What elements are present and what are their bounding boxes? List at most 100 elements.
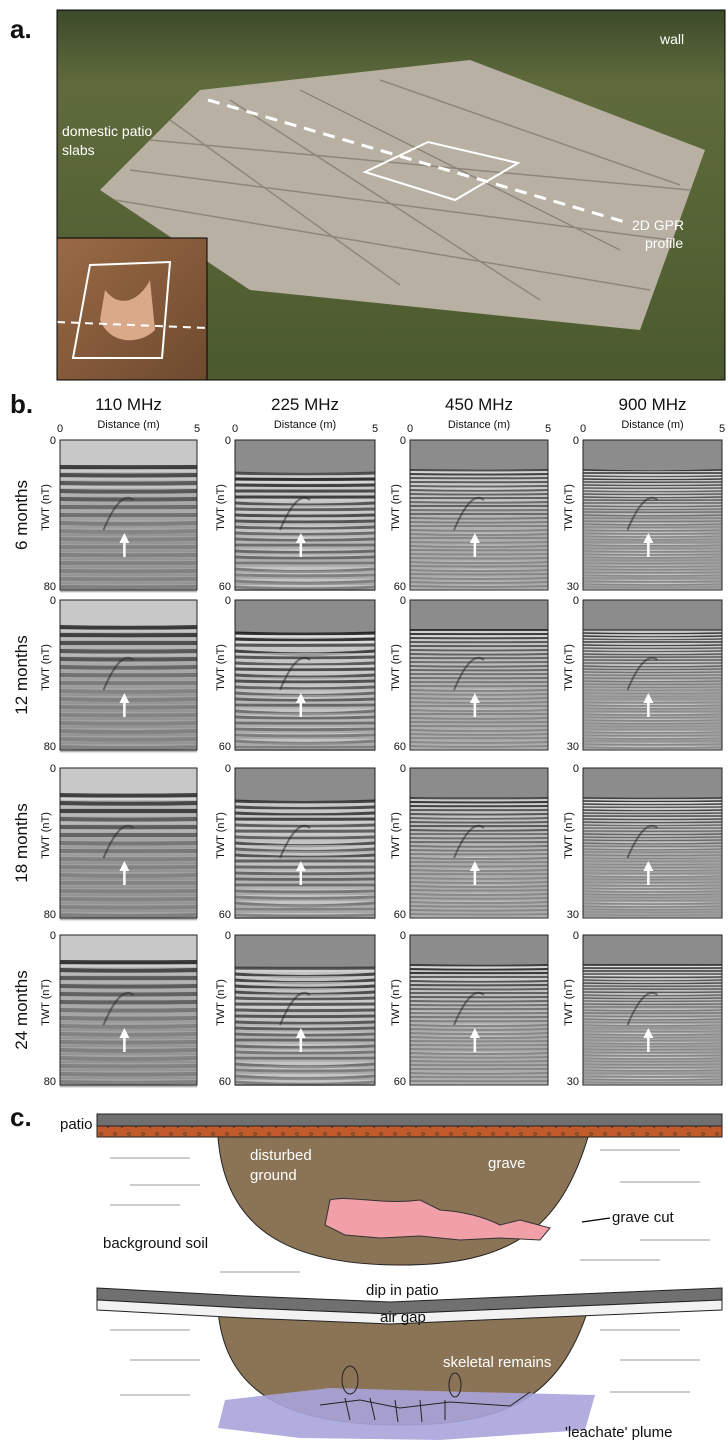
- y-axis-label: TWT (nT): [563, 979, 575, 1026]
- reflection: [409, 988, 549, 991]
- reflection: [582, 1024, 723, 1027]
- diagram-label: grave: [488, 1155, 526, 1172]
- reflection: [409, 1072, 549, 1075]
- reflection: [582, 731, 723, 734]
- y-tick-label: 80: [44, 1076, 56, 1088]
- reflection: [582, 812, 723, 815]
- arrow-head: [643, 861, 654, 871]
- y-axis-label: TWT (nT): [390, 644, 402, 691]
- reflection: [234, 805, 376, 811]
- y-tick-label: 0: [225, 930, 231, 942]
- reflection: [582, 638, 723, 641]
- y-axis-label: TWT (nT): [40, 979, 52, 1026]
- arrow-head: [643, 693, 654, 703]
- arrow-head: [469, 693, 480, 703]
- reflection: [409, 561, 549, 564]
- reflection: [59, 481, 198, 486]
- grave-diagram-bottom: [96, 1287, 723, 1440]
- y-axis-label: TWT (nT): [215, 979, 227, 1026]
- reflection: [234, 889, 376, 894]
- reflection: [409, 849, 549, 852]
- y-tick-label: 60: [219, 1076, 231, 1088]
- arrow-head: [295, 533, 306, 543]
- frame: [582, 767, 723, 919]
- reflection: [409, 1024, 549, 1027]
- reflection: [582, 523, 723, 526]
- reflection: [59, 1008, 198, 1013]
- reflection: [59, 992, 198, 997]
- reflection: [59, 625, 198, 630]
- diagram-label: background soil: [103, 1235, 208, 1252]
- y-tick-label: 0: [225, 595, 231, 607]
- reflection: [409, 697, 549, 700]
- reflection: [59, 984, 198, 989]
- hyperbola: [626, 991, 659, 1026]
- air-band: [60, 768, 197, 795]
- reflection: [582, 997, 723, 1000]
- air-band: [235, 935, 375, 968]
- gpr-section: [582, 934, 723, 1086]
- reflection: [409, 1056, 549, 1059]
- reflection: [234, 519, 376, 524]
- reflection: [582, 574, 723, 577]
- reflection: [582, 707, 723, 710]
- air-band: [410, 768, 548, 798]
- frame: [59, 599, 198, 751]
- y-axis-label: TWT (nT): [215, 644, 227, 691]
- reflection: [59, 745, 198, 750]
- reflection: [582, 647, 723, 650]
- arrow-head: [119, 533, 130, 543]
- y-tick-label: 0: [400, 435, 406, 447]
- y-axis-label: TWT (nT): [40, 644, 52, 691]
- reflection: [59, 1080, 198, 1085]
- frame: [59, 439, 198, 591]
- reflection: [582, 704, 723, 707]
- y-tick-label: 0: [50, 930, 56, 942]
- reflection: [582, 887, 723, 890]
- reflection: [409, 1032, 549, 1035]
- arrow-head: [643, 533, 654, 543]
- reflection: [409, 817, 549, 820]
- arrow-head: [469, 1028, 480, 1038]
- reflection: [409, 585, 549, 588]
- reflection: [409, 1000, 549, 1003]
- hyperbola: [279, 991, 311, 1026]
- reflection: [409, 801, 549, 804]
- air-band: [235, 600, 375, 633]
- frame: [409, 767, 549, 919]
- reflection: [59, 649, 198, 654]
- frame: [234, 439, 376, 591]
- x-tick-label: 5: [372, 423, 378, 435]
- reflection: [582, 902, 723, 905]
- gpr-section: [59, 767, 198, 921]
- reflection: [582, 842, 723, 845]
- hyperbola: [626, 496, 659, 531]
- reflection: [234, 507, 376, 512]
- reflection: [582, 583, 723, 586]
- reflection: [234, 1068, 376, 1073]
- reflection: [409, 980, 549, 983]
- reflection: [582, 469, 723, 472]
- reflection: [234, 501, 376, 507]
- x-tick-label: 5: [719, 423, 725, 435]
- reflection: [234, 697, 376, 703]
- x-axis-label: Distance (m): [448, 419, 510, 431]
- grave-diagram-top: [96, 1113, 723, 1273]
- reflection: [409, 581, 549, 584]
- reflection: [234, 1020, 376, 1025]
- frequency-header: 450 MHz: [445, 395, 513, 414]
- reflection: [582, 875, 723, 878]
- reflection: [59, 817, 198, 822]
- hyperbola: [102, 496, 135, 531]
- reflection: [409, 665, 549, 668]
- hyperbola: [626, 824, 659, 859]
- reflection: [234, 537, 376, 543]
- reflection: [582, 1069, 723, 1072]
- arrow-head: [295, 693, 306, 703]
- reflection: [59, 489, 198, 494]
- reflection: [409, 881, 549, 884]
- reflection: [409, 517, 549, 520]
- reflection: [59, 689, 198, 694]
- reflection: [409, 901, 549, 904]
